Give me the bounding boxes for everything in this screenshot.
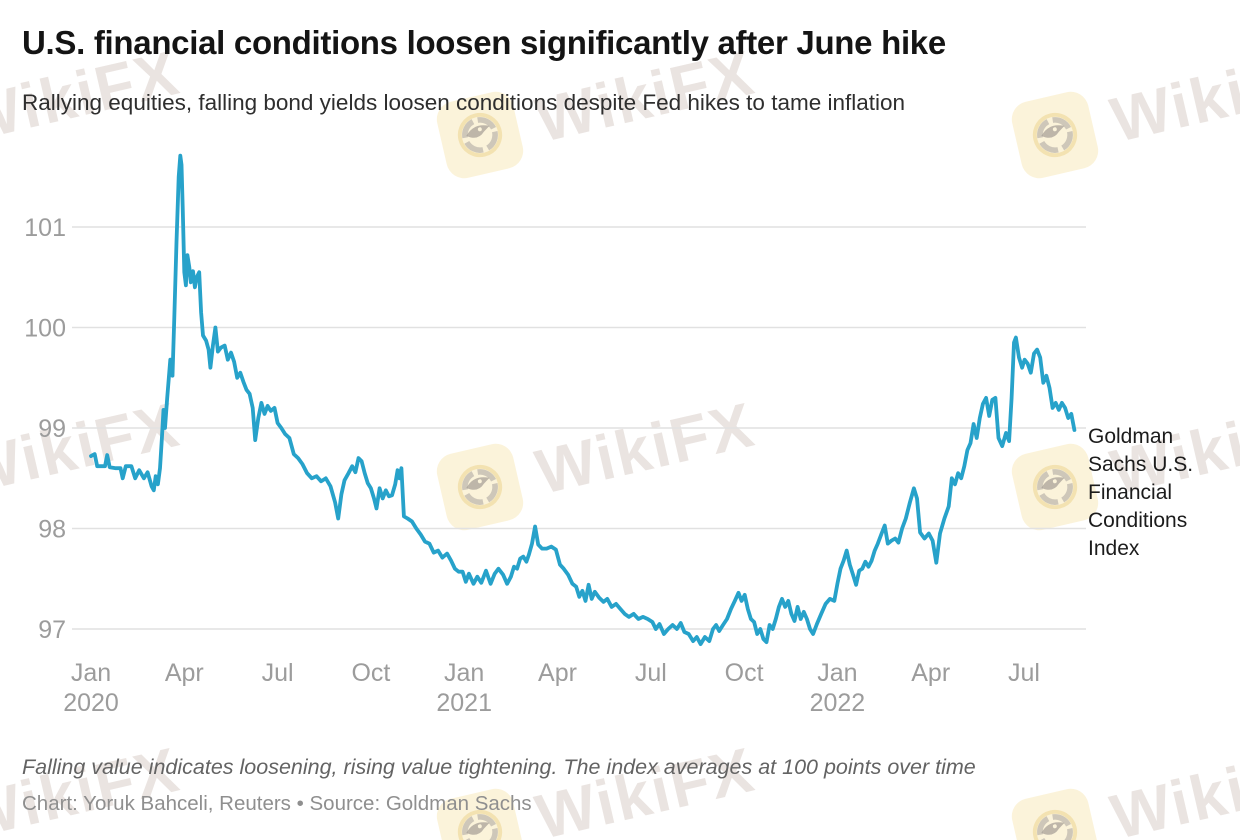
x-axis-tick-label: Apr [165,659,204,687]
footnote-text: Falling value indicates loosening, risin… [22,755,976,779]
x-axis-tick-label: Oct [725,659,764,687]
x-axis-tick-label: Apr [911,659,950,687]
index-line [89,153,1077,646]
x-axis-tick-label: Jan [71,659,111,687]
x-axis-tick-label: Oct [351,659,390,687]
x-axis-tick-label: Jul [1008,659,1040,687]
x-axis-year-label: 2022 [810,689,866,717]
x-axis-tick-label: Jan [444,659,484,687]
y-axis-tick-label: 101 [24,214,66,242]
x-axis-tick-label: Apr [538,659,577,687]
series-label: Goldman Sachs U.S. Financial Conditions … [1088,425,1194,560]
y-axis-tick-label: 98 [38,516,66,544]
x-axis-tick-label: Jul [635,659,667,687]
chart-title: U.S. financial conditions loosen signifi… [22,24,946,61]
x-axis-tick-label: Jul [262,659,294,687]
y-axis-tick-label: 97 [38,616,66,644]
x-axis-tick-label: Jan [817,659,857,687]
y-axis-tick-label: 99 [38,415,66,443]
credit-text: Chart: Yoruk Bahceli, Reuters • Source: … [22,792,532,815]
x-axis-year-label: 2021 [436,689,492,717]
x-axis-year-label: 2020 [63,689,119,717]
y-axis-tick-label: 100 [24,315,66,343]
